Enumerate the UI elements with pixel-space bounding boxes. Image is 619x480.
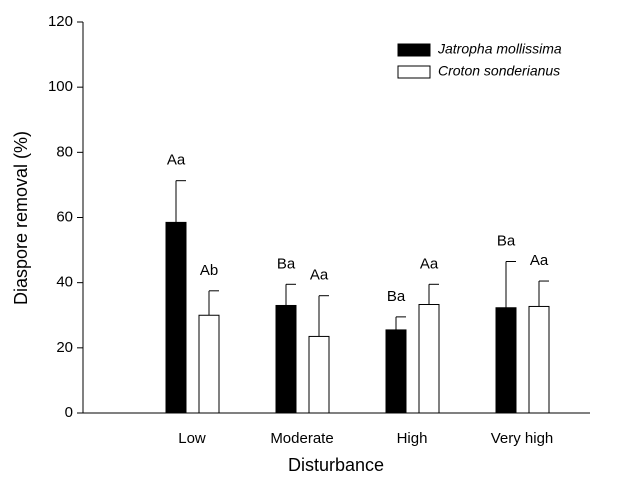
y-tick-label: 0: [65, 404, 73, 421]
significance-label: Aa: [167, 152, 186, 169]
significance-label: Ba: [387, 288, 406, 305]
bar: [165, 221, 187, 414]
significance-label: Aa: [420, 255, 439, 272]
legend-swatch: [397, 65, 431, 79]
y-tick-label: 80: [56, 143, 73, 160]
y-tick-label: 20: [56, 339, 73, 356]
y-tick-label: 120: [48, 13, 73, 30]
x-tick-label: Low: [178, 430, 206, 447]
significance-label: Ab: [200, 262, 218, 279]
significance-label: Ba: [277, 255, 296, 272]
x-tick-label: Moderate: [270, 430, 333, 447]
bar: [528, 305, 550, 414]
significance-label: Aa: [310, 267, 329, 284]
bar: [275, 304, 297, 414]
significance-label: Aa: [530, 252, 549, 269]
y-axis-title: Diaspore removal (%): [11, 131, 31, 305]
y-tick-label: 60: [56, 208, 73, 225]
bar: [308, 335, 330, 414]
bar: [385, 329, 407, 414]
x-tick-label: Very high: [491, 430, 554, 447]
x-axis-title: Disturbance: [288, 455, 384, 475]
legend-text: Croton sonderianus: [438, 63, 560, 79]
bar: [495, 307, 517, 414]
legend-swatch: [397, 43, 431, 57]
x-tick-label: High: [397, 430, 428, 447]
significance-label: Ba: [497, 232, 516, 249]
bar: [198, 314, 220, 414]
bar: [418, 303, 440, 414]
y-tick-label: 40: [56, 274, 73, 291]
y-tick-label: 100: [48, 78, 73, 95]
legend-text: Jatropha mollissima: [437, 41, 562, 57]
